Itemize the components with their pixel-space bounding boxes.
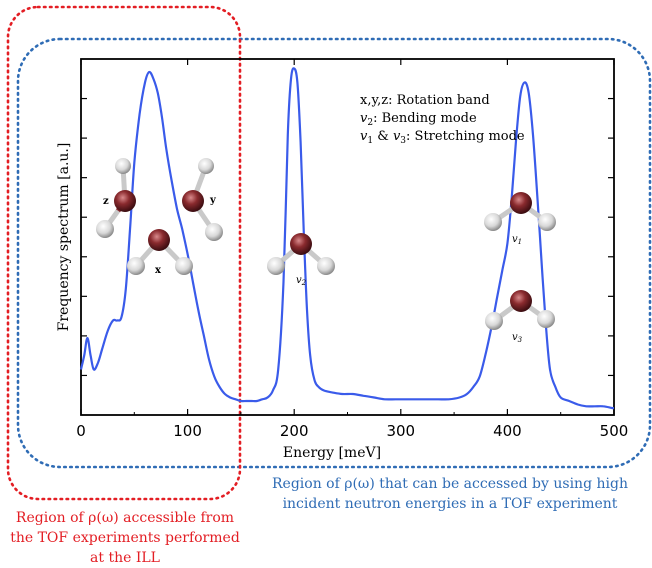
x-tick-label: 100 xyxy=(173,422,202,440)
x-tick-label: 500 xyxy=(600,422,629,440)
molecule-v2: v2 xyxy=(267,233,335,287)
x-tick-label: 0 xyxy=(76,422,86,440)
spectrum-line-0 xyxy=(79,67,615,410)
y-axis-ticks xyxy=(81,97,614,377)
tof-region-caption: Region of ρ(ω) that can be accessed by u… xyxy=(265,474,635,514)
molecule-x-label: x xyxy=(155,265,162,276)
tof-caption-line2: incident neutron energies in a TOF exper… xyxy=(282,496,618,512)
ill-caption-line2: the TOF experiments performed xyxy=(10,530,240,546)
x-axis-ticks: 0 100 200 300 400 500 xyxy=(76,59,628,440)
legend-rotation: x,y,z: Rotation band xyxy=(360,93,490,108)
molecule-x: x xyxy=(127,229,193,276)
molecule-v1-label: v1 xyxy=(512,234,522,246)
ill-region-outline xyxy=(6,5,242,501)
molecule-v1: v1 xyxy=(484,192,556,246)
y-axis-label: Frequency spectrum [a.u.] xyxy=(56,143,72,332)
legend-stretching: v1 & v3: Stretching mode xyxy=(360,129,525,146)
legend-bending: v2: Bending mode xyxy=(360,111,477,128)
plot-series xyxy=(79,67,615,410)
x-axis-label: Energy [meV] xyxy=(283,445,381,461)
tof-caption-line1: Region of ρ(ω) that can be accessed by u… xyxy=(272,476,628,492)
ill-region-caption: Region of ρ(ω) accessible from the TOF e… xyxy=(0,508,250,568)
molecule-v3-label: v3 xyxy=(512,332,523,344)
molecule-y: y xyxy=(182,158,223,241)
x-tick-label: 300 xyxy=(386,422,415,440)
molecule-v3: v3 xyxy=(485,290,555,344)
molecule-z-label: z xyxy=(103,196,109,207)
tof-region-outline xyxy=(16,37,652,469)
molecule-y-label: y xyxy=(209,195,217,206)
x-tick-label: 400 xyxy=(493,422,522,440)
x-tick-label: 200 xyxy=(280,422,309,440)
ill-caption-line1: Region of ρ(ω) accessible from xyxy=(15,510,235,526)
molecule-z: z xyxy=(96,158,136,238)
mode-legend: x,y,z: Rotation band v2: Bending mode v1… xyxy=(360,93,525,146)
ill-caption-line3: at the ILL xyxy=(90,550,160,566)
molecule-v2-label: v2 xyxy=(296,275,307,287)
